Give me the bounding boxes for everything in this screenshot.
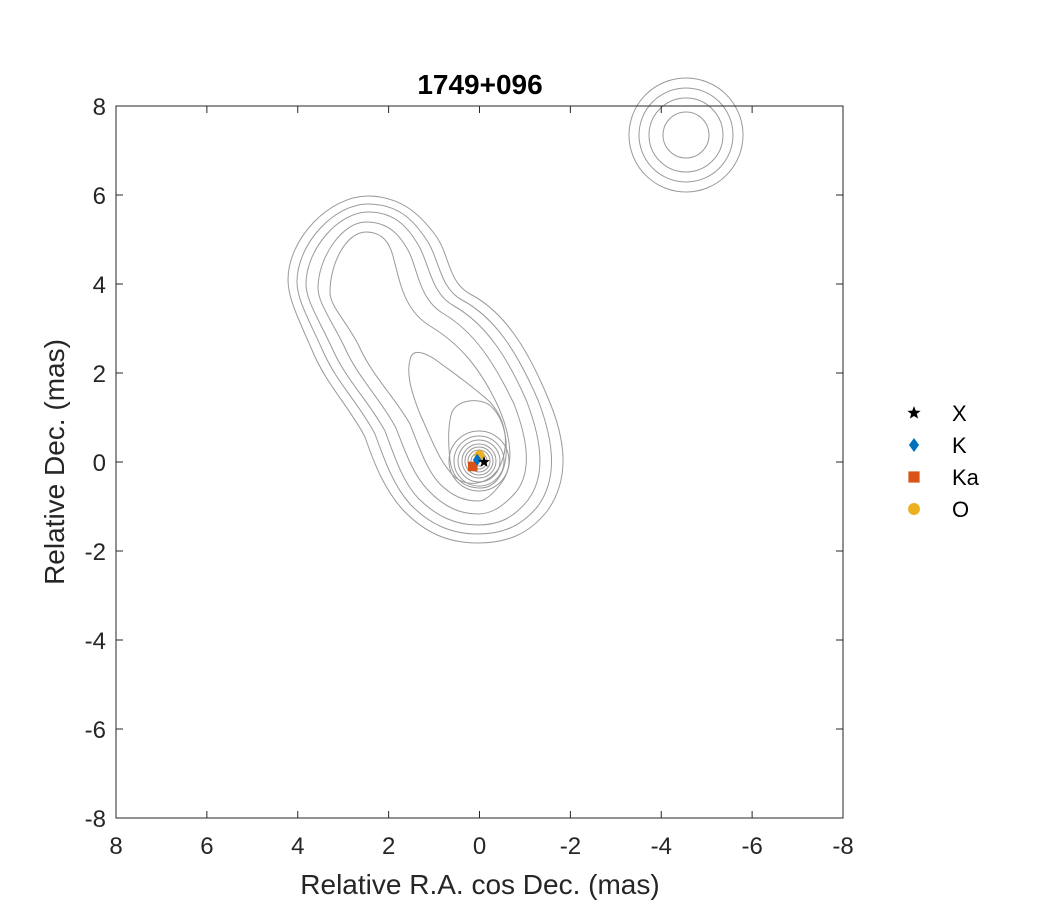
legend-label-ka: Ka (952, 465, 980, 490)
x-tick-label: 6 (200, 833, 213, 860)
x-axis-label: Relative R.A. cos Dec. (mas) (300, 869, 659, 900)
x-tick-label: -4 (651, 833, 672, 860)
legend-marker-x (907, 406, 921, 419)
core-contour-5 (464, 446, 494, 476)
contour-level-4 (317, 221, 527, 515)
x-tick-label: 8 (109, 833, 122, 860)
legend-label-o: O (952, 497, 969, 522)
y-tick-label: 2 (93, 361, 106, 388)
legend-label-k: K (952, 433, 967, 458)
x-tick-label: -2 (560, 833, 581, 860)
contour-level-1 (287, 195, 564, 544)
y-tick-label: 6 (93, 183, 106, 210)
y-tick-label: -6 (85, 717, 106, 744)
axis-ticks (115, 105, 844, 819)
y-axis-label: Relative Dec. (mas) (39, 339, 70, 585)
y-tick-label: -4 (85, 628, 106, 655)
legend-marker-o (908, 503, 920, 515)
y-tick-label: 4 (93, 272, 106, 299)
contour-level-3 (305, 211, 541, 526)
x-tick-label: -6 (741, 833, 762, 860)
y-tick-label: -2 (85, 539, 106, 566)
legend: XK Ka O (907, 401, 980, 522)
blob-contour-1 (628, 77, 744, 193)
blob-contour-4 (662, 111, 710, 159)
chart-title: 1749+096 (417, 69, 542, 100)
legend-marker-ka (908, 471, 920, 483)
contour-level-2 (296, 203, 553, 535)
core-contour-1 (448, 430, 510, 492)
core-contour-3 (457, 439, 501, 483)
blob-contour-3 (648, 97, 724, 173)
y-tick-label: 8 (93, 94, 106, 121)
marker-ka (467, 461, 478, 472)
contour-map (287, 77, 744, 544)
x-tick-label: -8 (832, 833, 853, 860)
contour-level-6 (408, 352, 506, 484)
core-contour-6 (467, 449, 491, 473)
x-tick-label: 0 (473, 833, 486, 860)
x-tick-label: 4 (291, 833, 304, 860)
legend-marker-k (908, 438, 920, 452)
core-contour-2 (453, 435, 505, 487)
marker-k (472, 453, 482, 466)
blob-contour-2 (638, 87, 734, 183)
y-tick-label: 0 (93, 450, 106, 477)
marker-x (478, 456, 490, 467)
legend-label-x: X (952, 401, 967, 426)
y-tick-label: -8 (85, 806, 106, 833)
data-markers (467, 450, 490, 472)
core-contour-4 (461, 443, 497, 479)
x-tick-label: 2 (382, 833, 395, 860)
